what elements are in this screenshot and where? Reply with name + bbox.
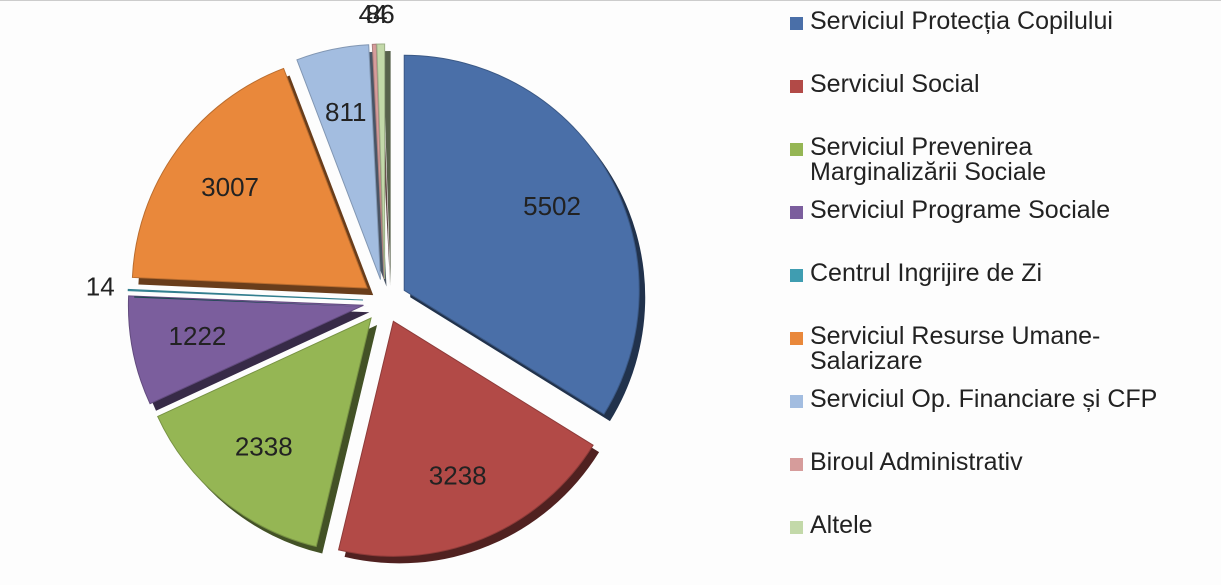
legend-swatch: [790, 269, 803, 282]
legend-label: Serviciul Op. Financiare și CFP: [810, 385, 1158, 413]
legend-label: Serviciul Social: [810, 70, 980, 98]
legend-item: Serviciul Programe Sociale: [790, 198, 1190, 261]
slice: [131, 67, 368, 289]
legend-item: Serviciul Op. Financiare și CFP: [790, 387, 1190, 450]
legend-swatch: [790, 80, 803, 93]
legend-swatch: [790, 458, 803, 471]
legend-label: Centrul Ingrijire de Zi: [810, 259, 1043, 287]
legend-label: Serviciul Resurse Umane-Salarizare: [810, 322, 1101, 375]
slice: [296, 44, 381, 280]
legend: Serviciul Protecția Copilului Serviciul S…: [790, 9, 1190, 576]
legend-swatch: [790, 332, 803, 345]
legend-swatch: [790, 395, 803, 408]
legend-swatch: [790, 206, 803, 219]
legend-item: Biroul Administrativ: [790, 450, 1190, 513]
legend-swatch: [790, 17, 803, 30]
legend-label: Serviciul Prevenirea Marginalizării Soci…: [810, 133, 1047, 186]
slice: [337, 320, 594, 557]
data-label: 1222: [169, 321, 227, 351]
data-label: 86: [366, 1, 395, 29]
legend-item: Serviciul Resurse Umane-Salarizare: [790, 324, 1190, 387]
slice-depth: [134, 296, 370, 308]
legend-swatch: [790, 143, 803, 156]
slice: [403, 54, 640, 415]
legend-label: Biroul Administrativ: [810, 448, 1023, 476]
data-label: 3238: [429, 461, 487, 491]
legend-item: Serviciul Prevenirea Marginalizării Soci…: [790, 135, 1190, 198]
slice: [156, 317, 372, 548]
slice: [376, 43, 386, 280]
data-label: 44: [359, 1, 388, 29]
legend-label: Serviciul Protecția Copilului: [810, 7, 1113, 35]
legend-item: Serviciul Protecția Copilului: [790, 9, 1190, 72]
legend-item: Centrul Ingrijire de Zi: [790, 261, 1190, 324]
data-label: 3007: [201, 172, 259, 202]
legend-item: Altele: [790, 513, 1190, 576]
data-label: 5502: [523, 191, 581, 221]
data-label: 14: [86, 272, 115, 302]
legend-label: Serviciul Programe Sociale: [810, 196, 1111, 224]
data-label: 2338: [235, 432, 293, 462]
slice: [127, 288, 364, 301]
legend-item: Serviciul Social: [790, 72, 1190, 135]
slice: [371, 43, 385, 280]
slice: [127, 295, 364, 405]
legend-swatch: [790, 521, 803, 534]
data-label: 811: [325, 97, 366, 127]
legend-label: Altele: [810, 511, 873, 539]
